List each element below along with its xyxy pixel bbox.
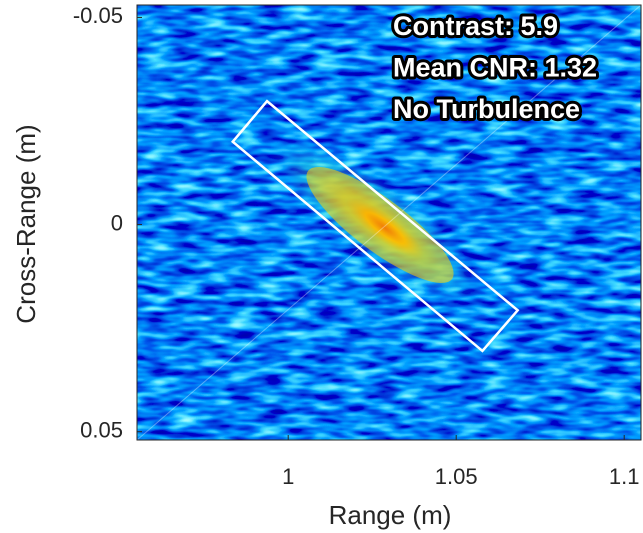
y-axis-label: Cross-Range (m) — [11, 124, 41, 323]
speckle-image — [137, 5, 641, 440]
annotation: Mean CNR: 1.32 — [393, 53, 597, 83]
x-tick-label: 1.05 — [435, 464, 478, 489]
x-axis-label: Range (m) — [329, 500, 452, 530]
annotation: Contrast: 5.9 — [393, 11, 558, 41]
roi-box — [230, 99, 520, 353]
y-tick-label: -0.05 — [73, 3, 123, 28]
x-tick-label: 1 — [282, 464, 294, 489]
x-tick-label: 1.1 — [609, 464, 640, 489]
annotation: No Turbulence — [393, 94, 580, 124]
y-tick-label: 0.05 — [80, 418, 123, 443]
y-tick-label: 0 — [111, 210, 123, 235]
plot-frame — [136, 4, 642, 441]
